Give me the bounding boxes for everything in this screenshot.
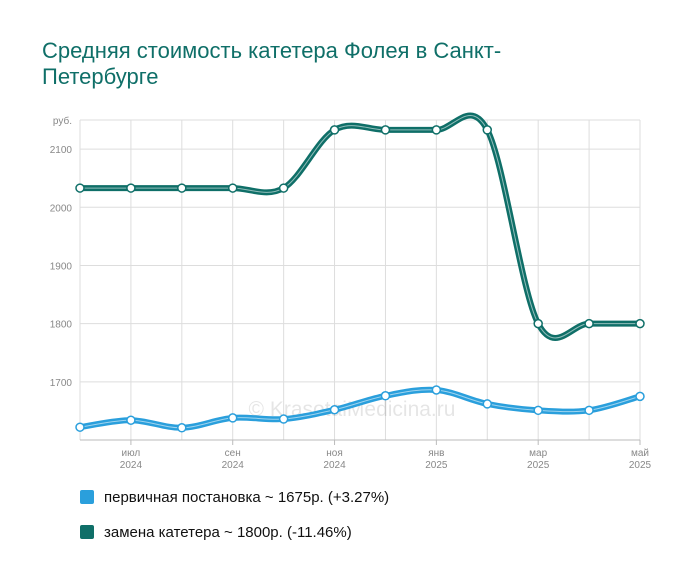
y-unit-label: руб.: [53, 115, 72, 127]
y-tick-label: 2000: [50, 203, 73, 214]
x-tick-label: 2025: [425, 460, 448, 471]
data-point: [533, 405, 543, 416]
x-tick-label: ноя: [326, 448, 343, 459]
x-tick-label: 2024: [323, 460, 346, 471]
legend: первичная постановка ~ 1675р. (+3.27%) з…: [80, 488, 640, 558]
data-point: [278, 183, 289, 193]
x-tick-label: 2025: [629, 460, 652, 471]
x-tick-label: янв: [428, 448, 444, 459]
x-tick-label: 2025: [527, 460, 550, 471]
data-point: [126, 415, 136, 425]
legend-item-primary[interactable]: первичная постановка ~ 1675р. (+3.27%): [80, 488, 640, 506]
data-point: [227, 413, 238, 423]
data-point: [533, 318, 543, 329]
data-point: [126, 183, 136, 193]
data-point: [482, 125, 493, 135]
data-point: [482, 399, 493, 409]
y-tick-label: 1800: [50, 320, 73, 331]
x-tick-label: мар: [529, 448, 547, 459]
x-tick-label: май: [631, 448, 649, 459]
legend-label: первичная постановка ~ 1675р. (+3.27%): [104, 488, 390, 506]
data-point: [431, 385, 442, 395]
data-point: [635, 391, 645, 402]
y-tick-label: 1700: [50, 378, 73, 389]
x-tick-label: 2024: [120, 460, 143, 471]
data-point: [75, 183, 85, 193]
data-point: [177, 183, 187, 193]
data-point: [584, 405, 594, 416]
data-point: [227, 183, 238, 193]
data-point: [329, 404, 340, 415]
data-point: [329, 125, 340, 135]
data-point: [75, 422, 85, 432]
x-tick-label: 2024: [222, 460, 245, 471]
legend-item-replacement[interactable]: замена катетера ~ 1800р. (-11.46%): [80, 523, 640, 541]
data-point: [380, 125, 391, 135]
data-point: [278, 414, 289, 424]
data-point: [431, 125, 442, 135]
legend-swatch: [80, 490, 94, 504]
y-tick-label: 1900: [50, 261, 73, 272]
data-point: [380, 391, 391, 401]
y-tick-label: 2100: [50, 145, 73, 156]
data-point: [635, 318, 645, 329]
x-tick-label: сен: [225, 448, 241, 459]
data-point: [584, 318, 594, 329]
data-point: [177, 423, 187, 433]
x-tick-label: июл: [122, 448, 141, 459]
legend-swatch: [80, 525, 94, 539]
legend-label: замена катетера ~ 1800р. (-11.46%): [104, 523, 352, 541]
chart-title: Средняя стоимость катетера Фолея в Санкт…: [42, 38, 502, 89]
